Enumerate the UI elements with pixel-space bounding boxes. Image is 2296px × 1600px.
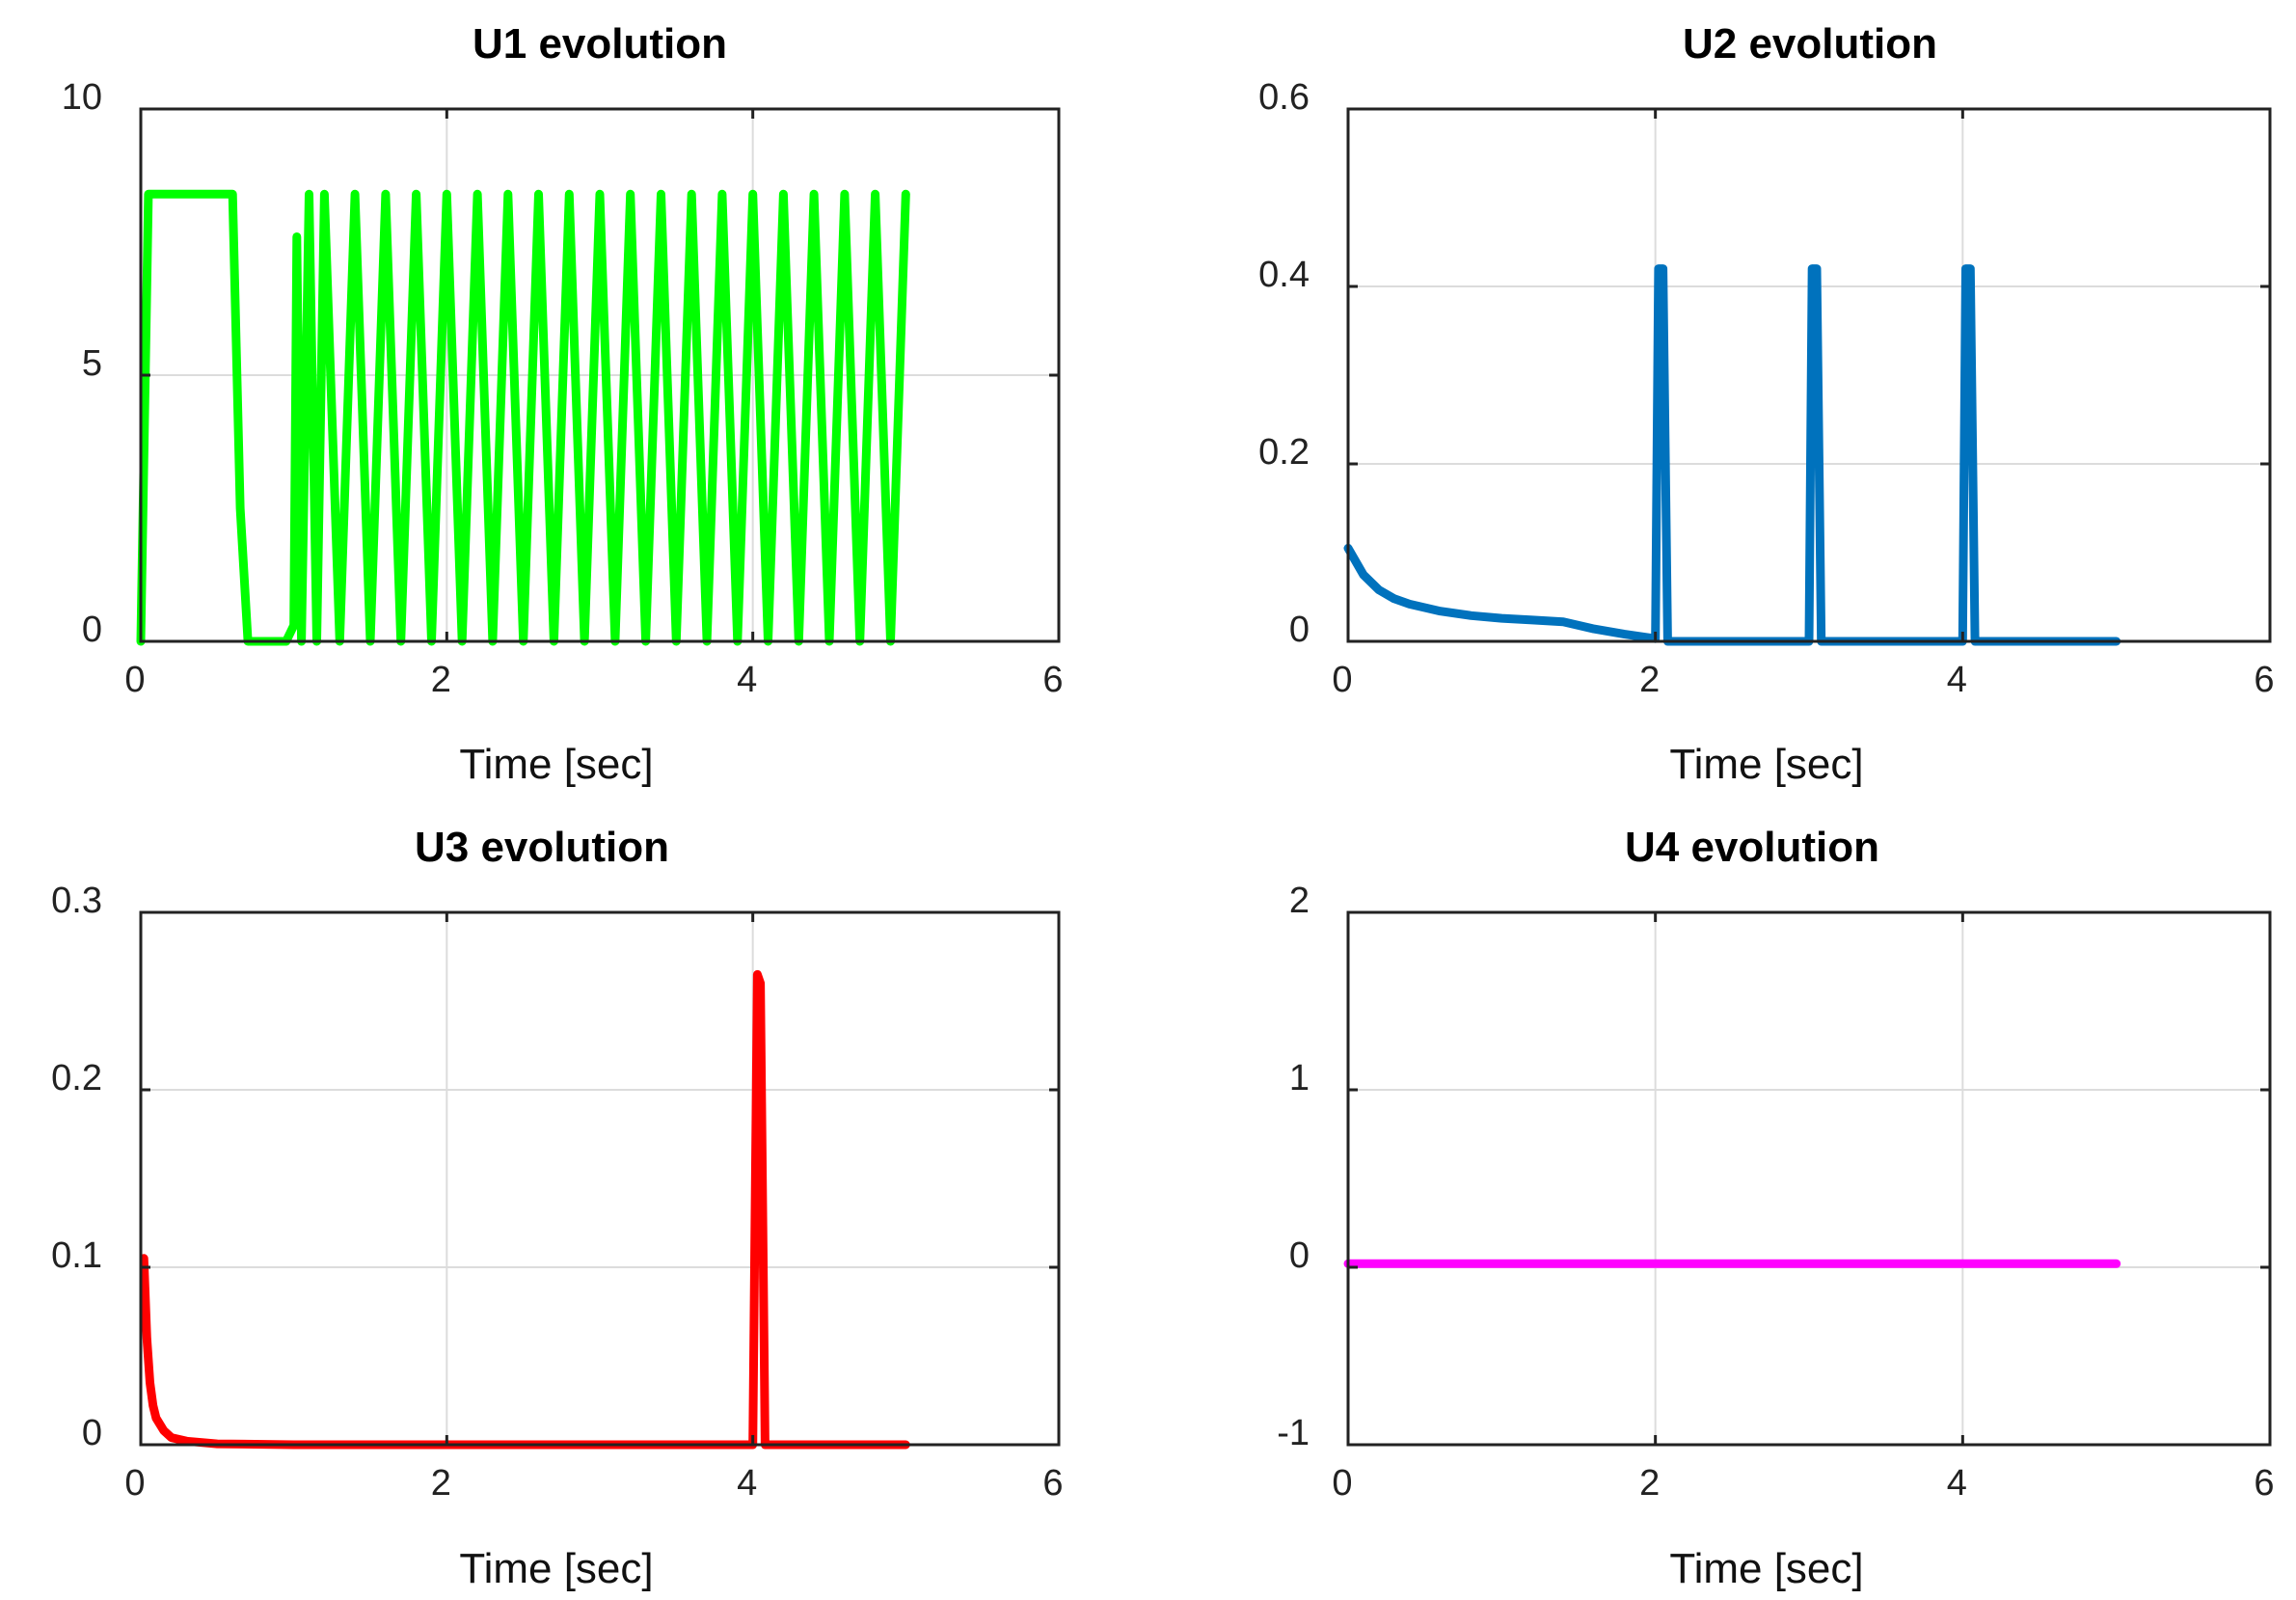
u3-title: U3 evolution [415,824,669,871]
u4-ytick-label: 2 [1289,881,1310,921]
u2-ticks: 0 2 4 6 0 0.2 0.4 0.6 [1258,77,2274,700]
u3-xtick-label: 4 [737,1463,757,1504]
u1-title: U1 evolution [473,20,727,68]
u2-xtick-label: 6 [2254,660,2274,700]
u1-ticks: 0 2 4 6 0 5 10 [62,77,1064,700]
u4-xtick-label: 0 [1332,1463,1352,1504]
u3-ytick-label: 0.3 [51,881,102,921]
u2-ytick-label: 0.4 [1258,255,1310,295]
u4-title: U4 evolution [1625,824,1879,871]
u4-xtick-label: 2 [1639,1463,1660,1504]
u2-ytick-label: 0.2 [1258,432,1310,473]
u3-xtick-label: 0 [124,1463,145,1504]
u4-ytick-label: -1 [1277,1413,1310,1453]
u2-xtick-label: 2 [1639,660,1660,700]
u2-series-line [1343,264,2121,646]
subplot-u1: U1 evolution Time [sec] 0 2 4 6 0 5 10 [62,20,1064,788]
u1-xtick-label: 0 [124,660,145,700]
u3-ytick-label: 0.1 [51,1235,102,1276]
u4-ytick-label: 0 [1289,1235,1310,1276]
u4-ytick-label: 1 [1289,1058,1310,1098]
u2-series [1343,264,2121,646]
u1-xtick-label: 6 [1042,660,1063,700]
u2-xlabel: Time [sec] [1669,741,1863,788]
u2-xtick-label: 0 [1332,660,1352,700]
subplot-u2: U2 evolution Time [sec] 0 2 4 6 0 0.2 0.4 0.6 [1258,20,2274,788]
u3-xtick-label: 2 [431,1463,451,1504]
u1-xtick-label: 2 [431,660,451,700]
u1-series-line [136,189,910,646]
u1-ytick-label: 10 [62,77,102,118]
u2-xtick-label: 4 [1947,660,1967,700]
subplot-u4: U4 evolution Time [sec] 0 2 4 6 -1 0 1 2 [1277,824,2274,1592]
u4-ticks: 0 2 4 6 -1 0 1 2 [1277,881,2274,1504]
u2-ytick-label: 0.6 [1258,77,1310,118]
u3-ticks: 0 2 4 6 0 0.1 0.2 0.3 [51,881,1063,1504]
u1-xtick-label: 4 [737,660,757,700]
u3-xlabel: Time [sec] [459,1545,653,1592]
u3-xtick-label: 6 [1042,1463,1063,1504]
u2-ytick-label: 0 [1289,610,1310,650]
u4-xtick-label: 4 [1947,1463,1967,1504]
u1-ytick-label: 5 [82,343,102,384]
u2-axes-frame [1346,107,2272,643]
u3-ytick-label: 0.2 [51,1058,102,1098]
u3-ytick-label: 0 [82,1413,102,1453]
u1-ytick-label: 0 [82,610,102,650]
u4-xtick-label: 6 [2254,1463,2274,1504]
subplot-u3: U3 evolution Time [sec] 0 2 4 6 0 0.1 0.2 0.3 [51,824,1063,1592]
u3-axes-frame [139,910,1061,1447]
u2-title: U2 evolution [1683,20,1937,68]
u4-xlabel: Time [sec] [1669,1545,1863,1592]
u4-axes-frame [1346,910,2272,1447]
u1-xlabel: Time [sec] [459,741,653,788]
u1-series [136,189,910,646]
